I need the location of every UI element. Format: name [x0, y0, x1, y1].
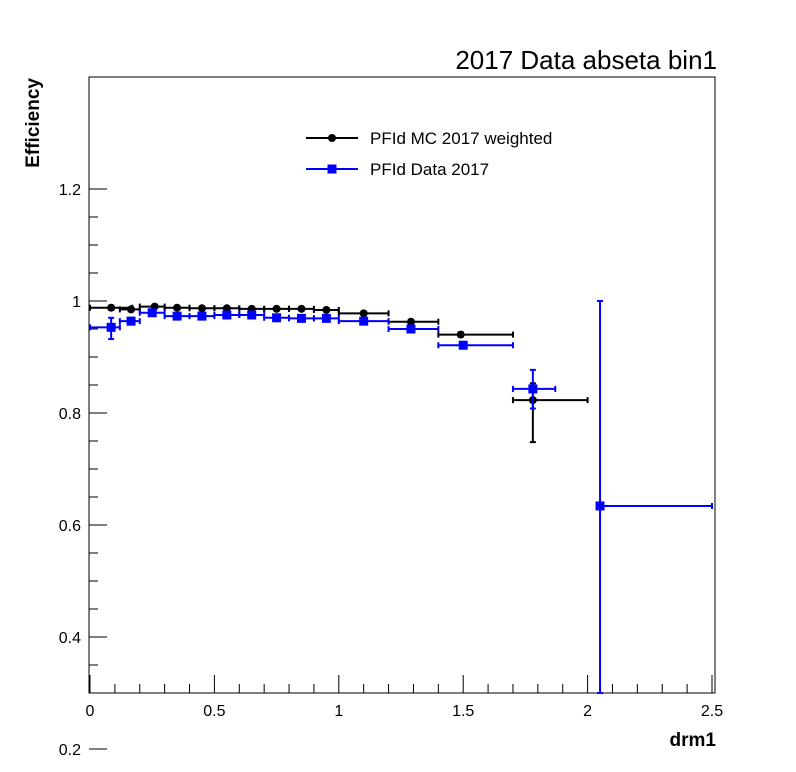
legend-marker-square — [327, 164, 337, 174]
data-point-circle — [359, 309, 368, 318]
data-point-square — [147, 308, 157, 318]
y-tick-label: 0.2 — [59, 742, 81, 759]
data-point-circle — [322, 305, 331, 314]
data-point-circle — [272, 304, 281, 313]
data-point-circle — [406, 317, 415, 326]
data-point-circle — [127, 305, 136, 314]
data-point-square — [359, 316, 369, 326]
legend-entry: PFId MC 2017 weighted — [306, 129, 552, 148]
series-data — [89, 300, 713, 694]
x-tick-label: 1.5 — [452, 703, 474, 720]
y-axis-label: Efficiency — [23, 78, 44, 168]
y-tick-label: 0.4 — [59, 630, 81, 647]
x-tick-label: 1 — [334, 703, 343, 720]
data-point-square — [595, 501, 605, 511]
data-point-circle — [107, 303, 116, 312]
data-point-circle — [297, 304, 306, 313]
legend-label: PFId MC 2017 weighted — [370, 129, 552, 148]
legend-marker-circle — [328, 134, 336, 142]
x-tick-label: 0.5 — [203, 703, 225, 720]
x-axis-label: drm1 — [670, 730, 717, 751]
legend-entry: PFId Data 2017 — [306, 160, 489, 179]
data-point-square — [272, 313, 282, 323]
data-point-square — [321, 313, 331, 323]
data-point-square — [106, 322, 116, 332]
data-point-square — [528, 384, 538, 394]
x-tick-label: 2.5 — [701, 703, 723, 720]
series-mc — [89, 302, 589, 444]
y-tick-label: 1 — [72, 294, 81, 311]
data-point-square — [406, 324, 416, 334]
data-point-square — [247, 310, 257, 320]
data-marks — [89, 300, 713, 694]
data-point-square — [222, 310, 232, 320]
y-tick-label: 0.6 — [59, 518, 81, 535]
data-point-square — [296, 313, 306, 323]
data-point-circle — [197, 304, 206, 313]
data-point-circle — [222, 304, 231, 313]
legend-label: PFId Data 2017 — [370, 160, 489, 179]
data-point-square — [172, 311, 182, 321]
legend: PFId MC 2017 weighted PFId Data 2017 — [306, 129, 552, 179]
chart-title: 2017 Data abseta bin1 — [455, 45, 717, 75]
data-point-square — [197, 311, 207, 321]
y-tick-label: 0.8 — [59, 406, 81, 423]
data-point-circle — [173, 303, 182, 312]
data-point-square — [126, 316, 136, 326]
x-tick-label: 2 — [583, 703, 592, 720]
data-point-square — [458, 340, 468, 350]
y-tick-label: 1.2 — [59, 182, 81, 199]
axes: 0 0.5 1 1.5 2 2.5 0.2 0.4 0.6 0.8 1 1.2 — [59, 182, 723, 759]
data-point-circle — [456, 330, 465, 339]
x-tick-label: 0 — [86, 703, 95, 720]
